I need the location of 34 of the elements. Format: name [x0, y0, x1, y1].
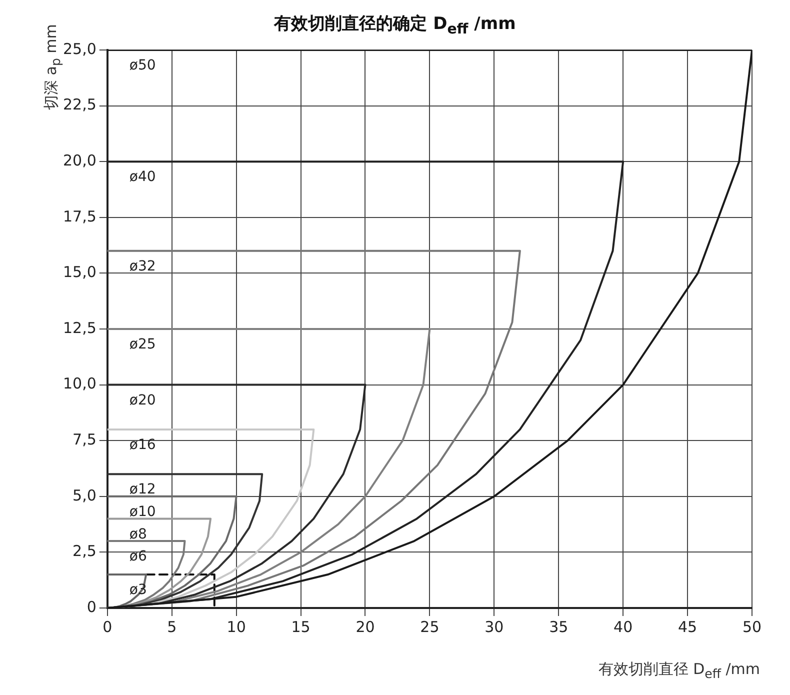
series-label: ø6 [129, 548, 147, 565]
y-tick-label: 25,0 [62, 40, 96, 58]
series-label: ø40 [129, 169, 156, 186]
y-tick-label: 20,0 [62, 151, 96, 170]
y-tick-label: 12,5 [62, 318, 96, 337]
x-tick-label: 50 [742, 618, 762, 636]
y-tick-label: 10,0 [62, 374, 96, 393]
x-tick-label: 5 [167, 618, 177, 636]
y-tick-label: 22,5 [62, 96, 96, 114]
x-tick-label: 40 [614, 618, 633, 636]
series-label: ø50 [129, 58, 156, 74]
x-tick-label: 0 [102, 618, 112, 636]
chart-title: 有效切削直径的确定 D$_{eff}$ /mm [274, 14, 516, 38]
y-tick-label: 0 [86, 598, 96, 616]
series-label: ø32 [129, 258, 156, 275]
y-tick-label: 15,0 [62, 263, 96, 282]
series-label: ø10 [129, 504, 156, 520]
y-tick-label: 7,5 [72, 430, 96, 448]
x-tick-label: 25 [420, 618, 440, 636]
x-tick-label: 35 [549, 618, 568, 636]
series-label: ø16 [129, 437, 156, 454]
series-label: ø20 [129, 392, 156, 408]
x-tick-label: 15 [291, 618, 310, 636]
series-label: ø25 [129, 336, 156, 353]
x-tick-label: 45 [678, 618, 698, 636]
y-tick-label: 17,5 [62, 207, 96, 226]
y-tick-label: 2,5 [72, 542, 96, 560]
x-tick-label: 20 [356, 618, 375, 636]
x-tick-label: 10 [226, 618, 246, 636]
y-tick-label: 5,0 [72, 486, 96, 504]
x-tick-label: 30 [484, 618, 504, 636]
x-axis-title: 有效切削直径 D$_{eff}$ /mm [598, 660, 760, 681]
series-label: ø12 [129, 482, 156, 498]
series-label: ø8 [129, 526, 147, 542]
